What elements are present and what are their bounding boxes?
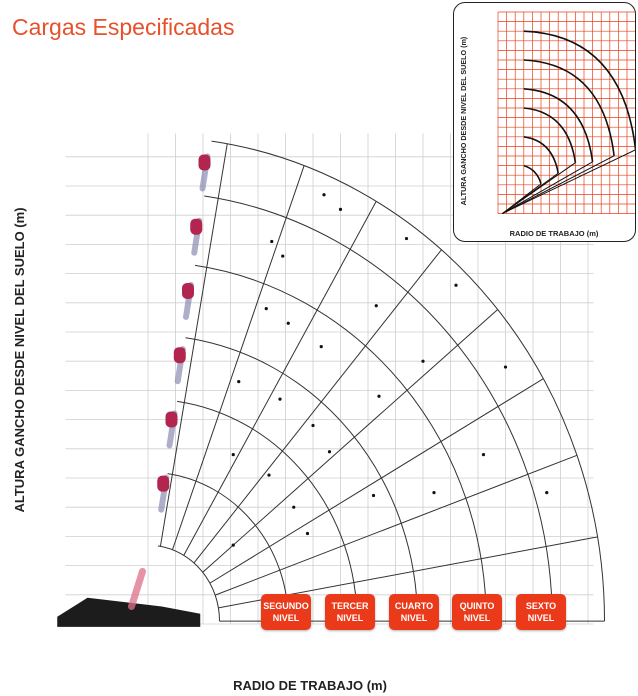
inset-curve (523, 30, 635, 150)
load-point (377, 394, 381, 398)
angle-ray (209, 378, 544, 584)
load-point (481, 453, 486, 457)
boom-tip (182, 282, 194, 299)
inset-y-axis-label: ALTURA GANCHO DESDE NIVEL DEL SUELO (m) (459, 36, 468, 205)
inset-curve (523, 136, 559, 174)
load-point (278, 397, 282, 401)
load-point (338, 207, 343, 211)
inset-curve (523, 59, 615, 156)
boom-tip (198, 154, 211, 171)
load-point (237, 380, 241, 384)
load-point (454, 283, 458, 287)
inset-ray (502, 155, 615, 215)
angle-ray (215, 454, 578, 596)
crane-boom (57, 153, 211, 627)
boom-level-3-button: TERCER NIVEL (325, 594, 375, 630)
load-point (322, 193, 326, 197)
boom-tip (165, 411, 178, 428)
load-point (371, 493, 376, 498)
load-point (319, 345, 323, 349)
load-point (421, 359, 425, 363)
crane-arm (128, 567, 146, 610)
load-point (432, 491, 436, 495)
boom-level-6-button: SEXTO NIVEL (516, 594, 566, 630)
load-point (374, 304, 378, 308)
y-axis-label: ALTURA GANCHO DESDE NIVEL DEL SUELO (m) (12, 207, 27, 512)
angle-ray (159, 143, 228, 547)
load-point (305, 531, 310, 536)
load-point (264, 307, 268, 311)
x-axis-label: RADIO DE TRABAJO (m) (233, 678, 387, 693)
angle-ray (202, 309, 499, 573)
page-title: Cargas Especificadas (12, 14, 235, 40)
load-point (286, 321, 290, 325)
inset-ray (502, 161, 593, 215)
radius-arc (157, 545, 220, 622)
angle-ray (183, 201, 377, 556)
load-point (231, 543, 235, 547)
crane-base (57, 597, 201, 627)
inset-curve (523, 107, 577, 163)
load-point (404, 236, 409, 241)
inset-ray (501, 183, 542, 214)
inset-ray (502, 149, 635, 215)
load-point (292, 505, 296, 509)
inset-grid (497, 11, 635, 214)
radius-arc (167, 473, 289, 622)
load-labels (231, 193, 549, 547)
inset-curve (523, 88, 594, 162)
load-point (545, 491, 549, 495)
boom-level-2-button: SEGUNDO NIVEL (261, 594, 311, 630)
load-point (281, 254, 285, 258)
load-point (327, 450, 332, 454)
boom-level-4-button: CUARTO NIVEL (389, 594, 439, 630)
inset-x-axis-label: RADIO DE TRABAJO (m) (510, 229, 599, 238)
boom-tip (173, 347, 186, 364)
inset-curves (501, 30, 635, 215)
inset-curve (523, 164, 542, 185)
load-point (270, 239, 274, 244)
radius-arc (204, 195, 553, 622)
load-point (231, 453, 235, 457)
inset-chart: ALTURA GANCHO DESDE NIVEL DEL SUELO (m) … (453, 2, 636, 242)
load-point (311, 423, 315, 428)
radius-arc (211, 140, 605, 622)
boom-tip (157, 475, 170, 492)
boom-level-5-button: QUINTO NIVEL (452, 594, 502, 630)
angle-ray (171, 165, 305, 550)
load-point (503, 365, 508, 369)
angle-ray (193, 249, 442, 564)
radius-arc (177, 400, 358, 622)
boom-tip (190, 218, 203, 235)
load-point (267, 473, 271, 477)
radius-arc (185, 337, 418, 622)
